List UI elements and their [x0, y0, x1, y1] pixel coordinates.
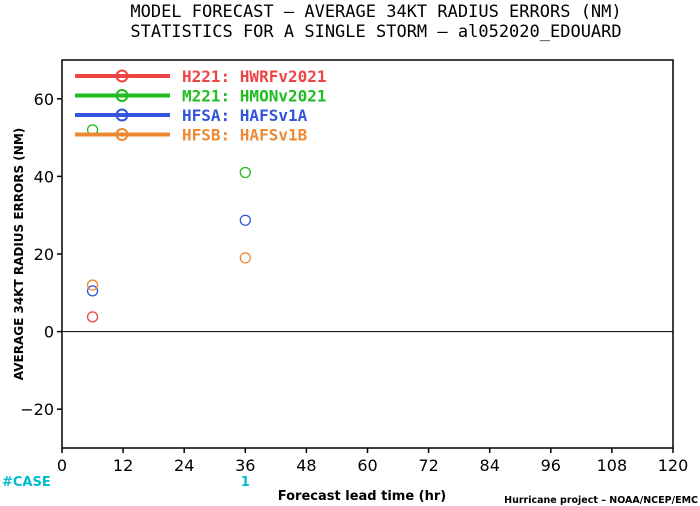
y-axis: −20 0 20 40 60	[20, 90, 62, 419]
x-tick-label: 24	[174, 456, 194, 475]
case-label: #CASE	[2, 475, 51, 490]
data-point	[86, 285, 99, 297]
legend-marker	[115, 108, 129, 122]
data-point	[86, 311, 99, 323]
y-tick-label: 60	[34, 90, 54, 109]
y-tick-label: 0	[44, 323, 54, 342]
legend-label: H221: HWRFv2021	[182, 67, 327, 86]
x-tick-label: 60	[357, 456, 377, 475]
legend-marker	[115, 89, 129, 102]
data-point	[86, 279, 99, 291]
data-point	[239, 214, 251, 226]
x-tick-label: 108	[597, 456, 628, 475]
chart-title: MODEL FORECAST – AVERAGE 34KT RADIUS ERR…	[130, 2, 621, 22]
plot-area	[61, 59, 674, 449]
x-axis-label: Forecast lead time (hr)	[278, 489, 446, 504]
credit-text: Hurricane project – NOAA/NCEP/EMC	[504, 495, 698, 506]
data-points	[86, 124, 251, 323]
x-tick-label: 120	[658, 456, 689, 475]
legend-label: HFSA: HAFSv1A	[182, 106, 308, 125]
x-tick-label: 48	[296, 456, 316, 475]
data-point	[239, 166, 251, 179]
x-tick-label: 72	[418, 456, 438, 475]
case-count: 1	[241, 475, 250, 490]
y-tick-label: −20	[20, 400, 54, 419]
y-tick-label: 20	[34, 245, 54, 264]
legend-marker	[115, 128, 129, 141]
case-counts: 1	[241, 475, 250, 490]
data-point	[239, 252, 251, 264]
legend-label: HFSB: HAFSv1B	[182, 126, 308, 145]
legend-marker	[115, 69, 129, 83]
x-axis: 0 12 24 36 48 60 72 84 96 108 120	[57, 448, 688, 475]
x-tick-label: 0	[57, 456, 67, 475]
chart-subtitle: STATISTICS FOR A SINGLE STORM – al052020…	[130, 22, 621, 42]
x-tick-label: 36	[235, 456, 255, 475]
x-tick-label: 84	[480, 456, 500, 475]
x-tick-label: 96	[541, 456, 561, 475]
y-axis-label: AVERAGE 34KT RADIUS ERRORS (NM)	[12, 128, 26, 380]
x-tick-label: 12	[113, 456, 133, 475]
legend-label: M221: HMONv2021	[182, 87, 327, 106]
y-tick-label: 40	[34, 167, 54, 186]
